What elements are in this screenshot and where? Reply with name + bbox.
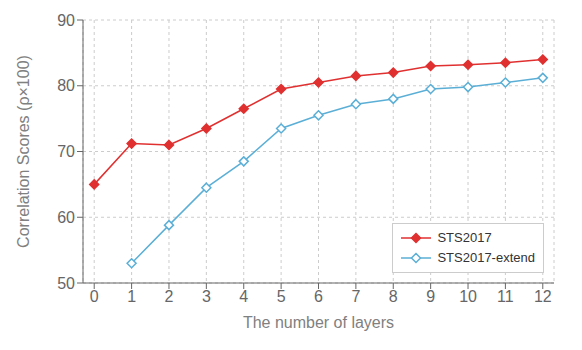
svg-text:1: 1	[127, 288, 136, 305]
svg-text:7: 7	[351, 288, 360, 305]
svg-text:50: 50	[57, 275, 75, 292]
svg-text:0: 0	[90, 288, 99, 305]
svg-text:10: 10	[459, 288, 477, 305]
html-text:STS2017-extend: STS2017-extend	[437, 250, 535, 265]
svg-text:70: 70	[57, 143, 75, 160]
svg-text:4: 4	[239, 288, 248, 305]
svg-text:90: 90	[57, 12, 75, 29]
svg-text:8: 8	[389, 288, 398, 305]
svg-text:80: 80	[57, 77, 75, 94]
svg-text:60: 60	[57, 209, 75, 226]
html-text:STS2017: STS2017	[437, 230, 492, 245]
svg-text:3: 3	[202, 288, 211, 305]
svg-text:9: 9	[426, 288, 435, 305]
svg-text:11: 11	[497, 288, 514, 305]
svg-text:Correlation Scores (ρ×100): Correlation Scores (ρ×100)	[15, 55, 32, 248]
svg-text:6: 6	[314, 288, 323, 305]
svg-text:2: 2	[165, 288, 174, 305]
svg-text:12: 12	[534, 288, 552, 305]
svg-text:The number of layers: The number of layers	[243, 314, 394, 331]
svg-text:5: 5	[277, 288, 286, 305]
